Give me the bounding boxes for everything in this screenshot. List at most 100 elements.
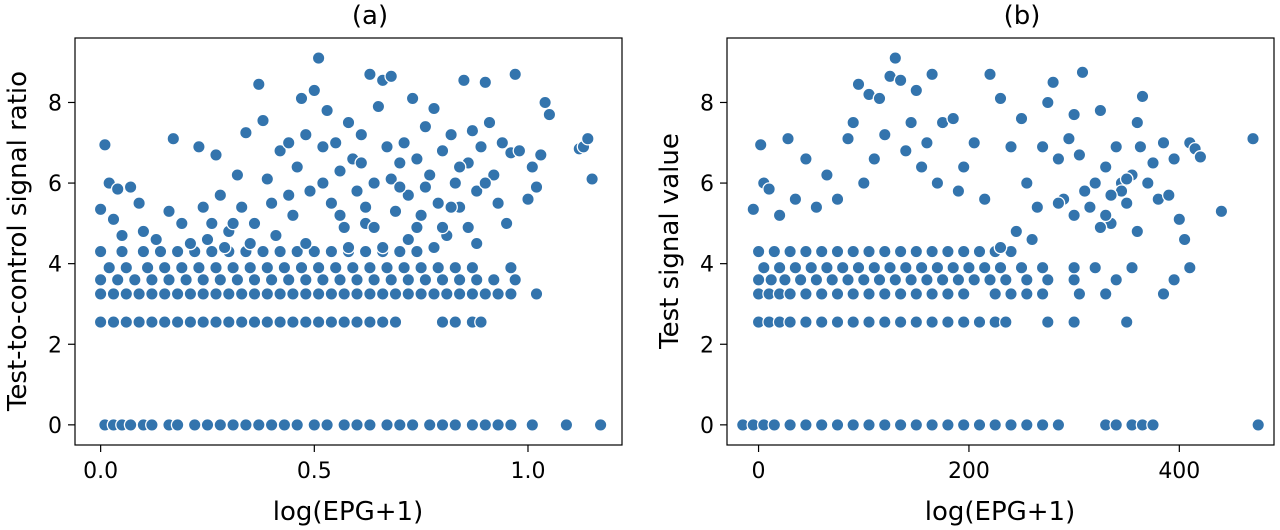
panel-b-data-point xyxy=(862,315,876,329)
panel-b-data-point xyxy=(1014,260,1029,275)
panel-b-data-point xyxy=(1035,260,1050,275)
panel-a-data-point xyxy=(414,260,428,275)
panel-a-data-point xyxy=(273,315,287,329)
panel-a-data-point xyxy=(115,244,129,259)
panel-b-data-point xyxy=(814,315,829,329)
panel-a-data-point xyxy=(333,208,347,223)
panel-a-data-point xyxy=(452,160,467,174)
panel-a-data-point xyxy=(380,418,394,432)
panel-b-data-point xyxy=(920,272,934,287)
panel-b-data-point xyxy=(746,202,761,217)
panel-b-data-point xyxy=(1088,260,1103,275)
panel-a-data-point xyxy=(127,272,142,287)
panel-b-data-point xyxy=(983,272,997,287)
panel-a-y-tick-label: 6 xyxy=(48,172,62,197)
panel-a-data-point xyxy=(166,131,181,146)
panel-a-data-point xyxy=(260,287,275,301)
panel-a-data-point xyxy=(247,287,262,301)
panel-b-data-point xyxy=(1161,188,1176,203)
panel-a-data-point xyxy=(345,260,360,275)
panel-a-data-point xyxy=(435,143,450,158)
panel-a-data-point xyxy=(431,260,446,275)
panel-b-data-point xyxy=(993,91,1008,106)
panel-b-data-point xyxy=(793,272,808,287)
panel-a-data-point xyxy=(435,418,450,432)
panel-b-data-point xyxy=(893,418,908,432)
panel-a-title: (a) xyxy=(352,1,388,31)
panel-b-data-point xyxy=(804,260,819,275)
panel-b-data-point xyxy=(914,260,929,275)
panel-b-data-point xyxy=(1077,184,1092,198)
panel-a-data-point xyxy=(132,315,146,329)
panel-a-data-point xyxy=(316,139,330,154)
panel-a-data-point xyxy=(465,123,480,138)
panel-a-y-tick-label: 4 xyxy=(48,253,62,278)
panel-a-data-point xyxy=(311,287,326,301)
panel-b-data-point xyxy=(762,182,776,196)
panel-b-data-point xyxy=(1004,139,1018,154)
panel-b-data-point xyxy=(867,260,882,275)
panel-a-data-point xyxy=(307,418,322,432)
panel-a-data-point xyxy=(251,77,266,92)
panel-b-data-point xyxy=(877,127,892,142)
panel-a-data-point xyxy=(410,152,424,166)
panel-a-data-point xyxy=(290,160,305,174)
panel-a-data-point xyxy=(401,188,416,203)
panel-b-data-point xyxy=(909,418,924,432)
panel-a-points xyxy=(93,51,608,432)
panel-b-y-ticks: 0 2 4 6 8 xyxy=(700,91,727,439)
panel-b-data-point xyxy=(1051,418,1066,432)
panel-a-data-point xyxy=(196,272,211,287)
panel-a-data-point xyxy=(170,418,185,432)
panel-a-data-point xyxy=(482,115,497,130)
panel-a-data-point xyxy=(469,272,484,287)
panel-b-data-point xyxy=(925,418,939,432)
panel-b-data-point xyxy=(1146,418,1160,432)
panel-b-x-ticks: 0 200 400 xyxy=(752,445,1200,484)
panel-b-data-point xyxy=(867,152,882,166)
panel-b-data-point xyxy=(814,418,829,432)
panel-a-data-point xyxy=(277,260,292,275)
panel-a-data-point xyxy=(157,260,172,275)
panel-a-data-point xyxy=(418,272,433,287)
panel-a-data-point xyxy=(273,287,287,301)
panel-b-data-point xyxy=(1051,152,1066,166)
panel-b-data-point xyxy=(977,192,992,207)
panel-b-x-tick-label: 0 xyxy=(752,459,766,484)
panel-a-data-point xyxy=(363,418,377,432)
panel-b-data-point xyxy=(872,91,887,106)
panel-b-data-point xyxy=(862,244,876,259)
panel-a-data-point xyxy=(538,95,552,110)
panel-a-data-point xyxy=(478,176,493,190)
panel-b-data-point xyxy=(862,287,876,301)
panel-a-data-point xyxy=(286,315,300,329)
panel-a-data-point xyxy=(243,236,258,251)
panel-b-data-point xyxy=(1093,220,1108,235)
panel-a-data-point xyxy=(106,212,121,227)
panel-a-data-point xyxy=(474,315,488,329)
panel-b-data-point xyxy=(1098,287,1113,301)
panel-a-data-point xyxy=(431,196,446,211)
panel-a-data-point xyxy=(341,115,356,130)
panel-b-data-point xyxy=(956,287,971,301)
panel-b-data-point xyxy=(1019,418,1034,432)
panel-b-data-point xyxy=(1167,272,1181,287)
panel-a-data-point xyxy=(183,315,198,329)
panel-a-data-point xyxy=(465,418,480,432)
panel-b-data-point xyxy=(1182,260,1197,275)
panel-a-data-point xyxy=(294,91,309,106)
panel-a-data-point xyxy=(213,272,228,287)
panel-b-data-point xyxy=(877,418,892,432)
panel-b-data-point xyxy=(751,244,766,259)
panel-a-data-point xyxy=(320,418,334,432)
panel-b-data-point xyxy=(1156,287,1171,301)
panel-a-data-point xyxy=(405,418,420,432)
panel-b-x-tick-label: 400 xyxy=(1158,459,1200,484)
panel-a-data-point xyxy=(273,143,287,158)
panel-a-data-point xyxy=(508,272,523,287)
panel-a-data-point xyxy=(170,244,185,259)
panel-b-data-point xyxy=(941,418,955,432)
panel-a-data-point xyxy=(234,315,249,329)
panel-a-y-label: Test-to-control signal ratio xyxy=(3,71,33,412)
panel-b-y-tick-label: 0 xyxy=(700,414,714,439)
